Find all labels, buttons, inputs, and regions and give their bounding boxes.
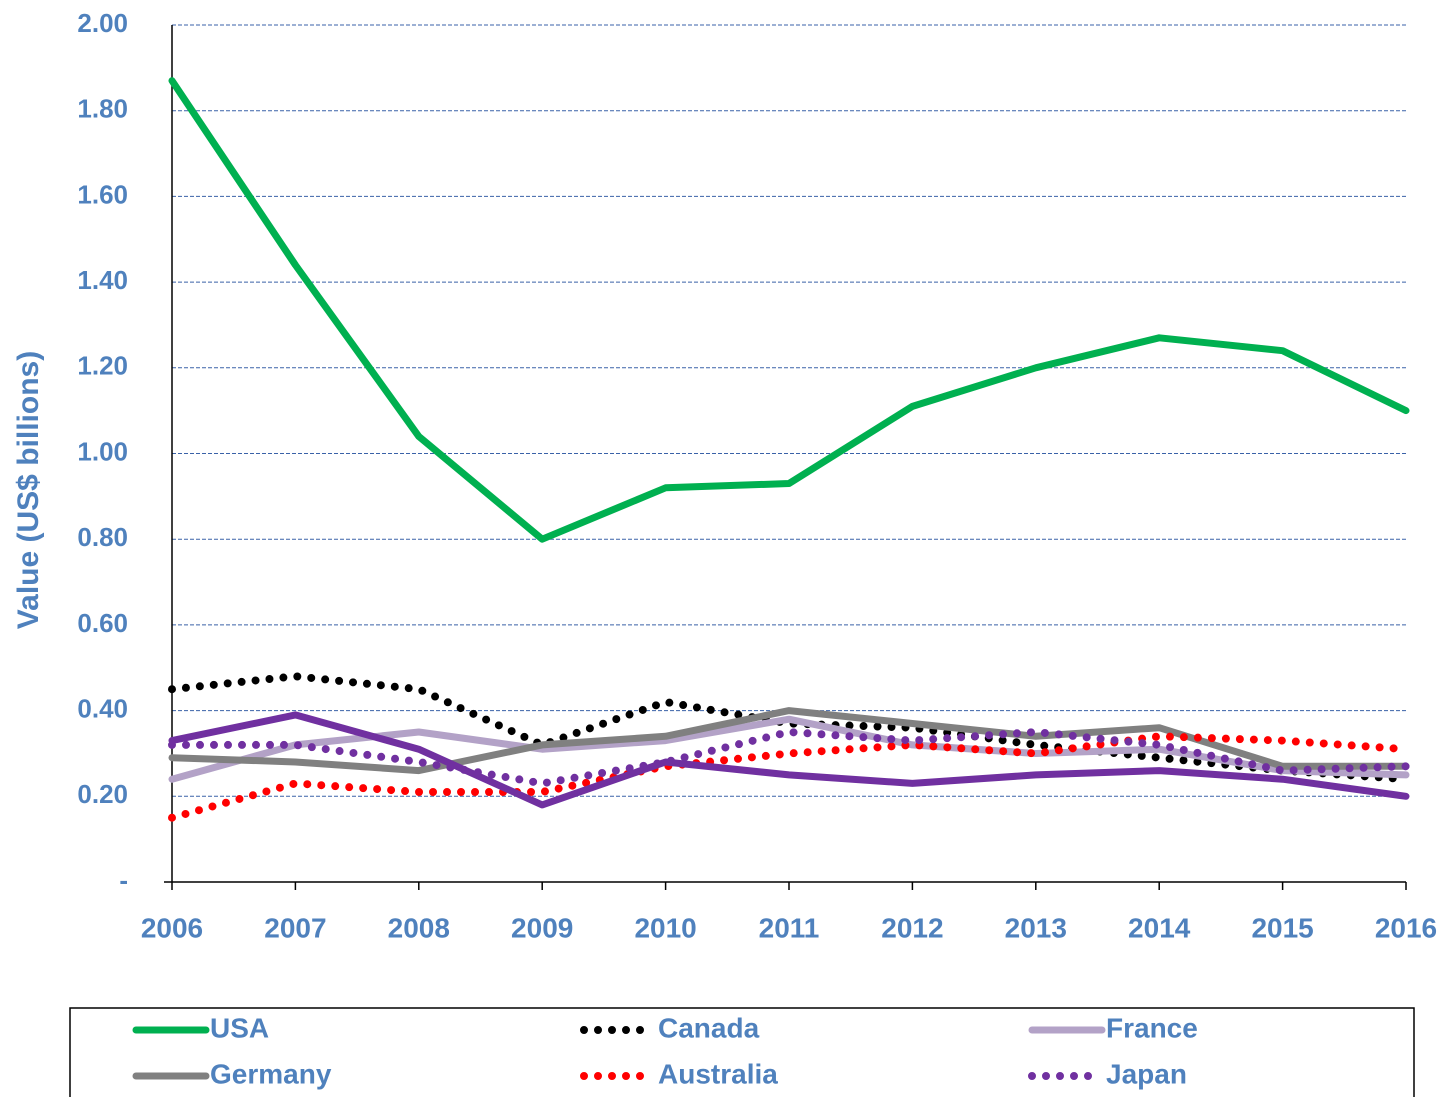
x-tick-label: 2012 xyxy=(881,912,943,943)
legend-label: Germany xyxy=(210,1058,332,1089)
series-line xyxy=(168,672,1410,784)
legend-label: Canada xyxy=(658,1012,760,1043)
y-tick-label: 0.80 xyxy=(77,522,128,552)
series-line xyxy=(168,728,1410,788)
series-line xyxy=(168,77,1410,543)
y-tick-label: 0.60 xyxy=(77,608,128,638)
y-tick-label: 0.40 xyxy=(77,693,128,723)
x-tick-label: 2008 xyxy=(388,912,450,943)
legend-label: France xyxy=(1106,1012,1198,1043)
x-tick-label: 2011 xyxy=(759,912,820,943)
x-tick-label: 2009 xyxy=(511,912,573,943)
series-line xyxy=(168,732,1410,822)
y-axis-label: Value (US$ billions) xyxy=(12,351,45,629)
x-tick-label: 2006 xyxy=(141,912,203,943)
y-tick-label: 0.20 xyxy=(77,779,128,809)
legend-box xyxy=(69,1007,1415,1097)
y-tick-label: 1.00 xyxy=(77,436,128,466)
series-line xyxy=(168,711,1410,809)
x-tick-label: 2016 xyxy=(1375,912,1437,943)
legend-label: Japan xyxy=(1106,1058,1187,1089)
legend-label: USA xyxy=(210,1012,269,1043)
y-tick-label: - xyxy=(119,865,128,895)
x-tick-label: 2015 xyxy=(1251,912,1313,943)
y-tick-label: 1.80 xyxy=(77,94,128,124)
y-tick-label: 1.40 xyxy=(77,265,128,295)
x-tick-label: 2013 xyxy=(1005,912,1067,943)
x-tick-label: 2010 xyxy=(634,912,696,943)
x-tick-label: 2014 xyxy=(1128,912,1191,943)
y-tick-label: 1.60 xyxy=(77,179,128,209)
legend-label: Australia xyxy=(658,1058,778,1089)
x-tick-label: 2007 xyxy=(264,912,326,943)
y-tick-label: 2.00 xyxy=(77,8,128,38)
y-tick-label: 1.20 xyxy=(77,351,128,381)
